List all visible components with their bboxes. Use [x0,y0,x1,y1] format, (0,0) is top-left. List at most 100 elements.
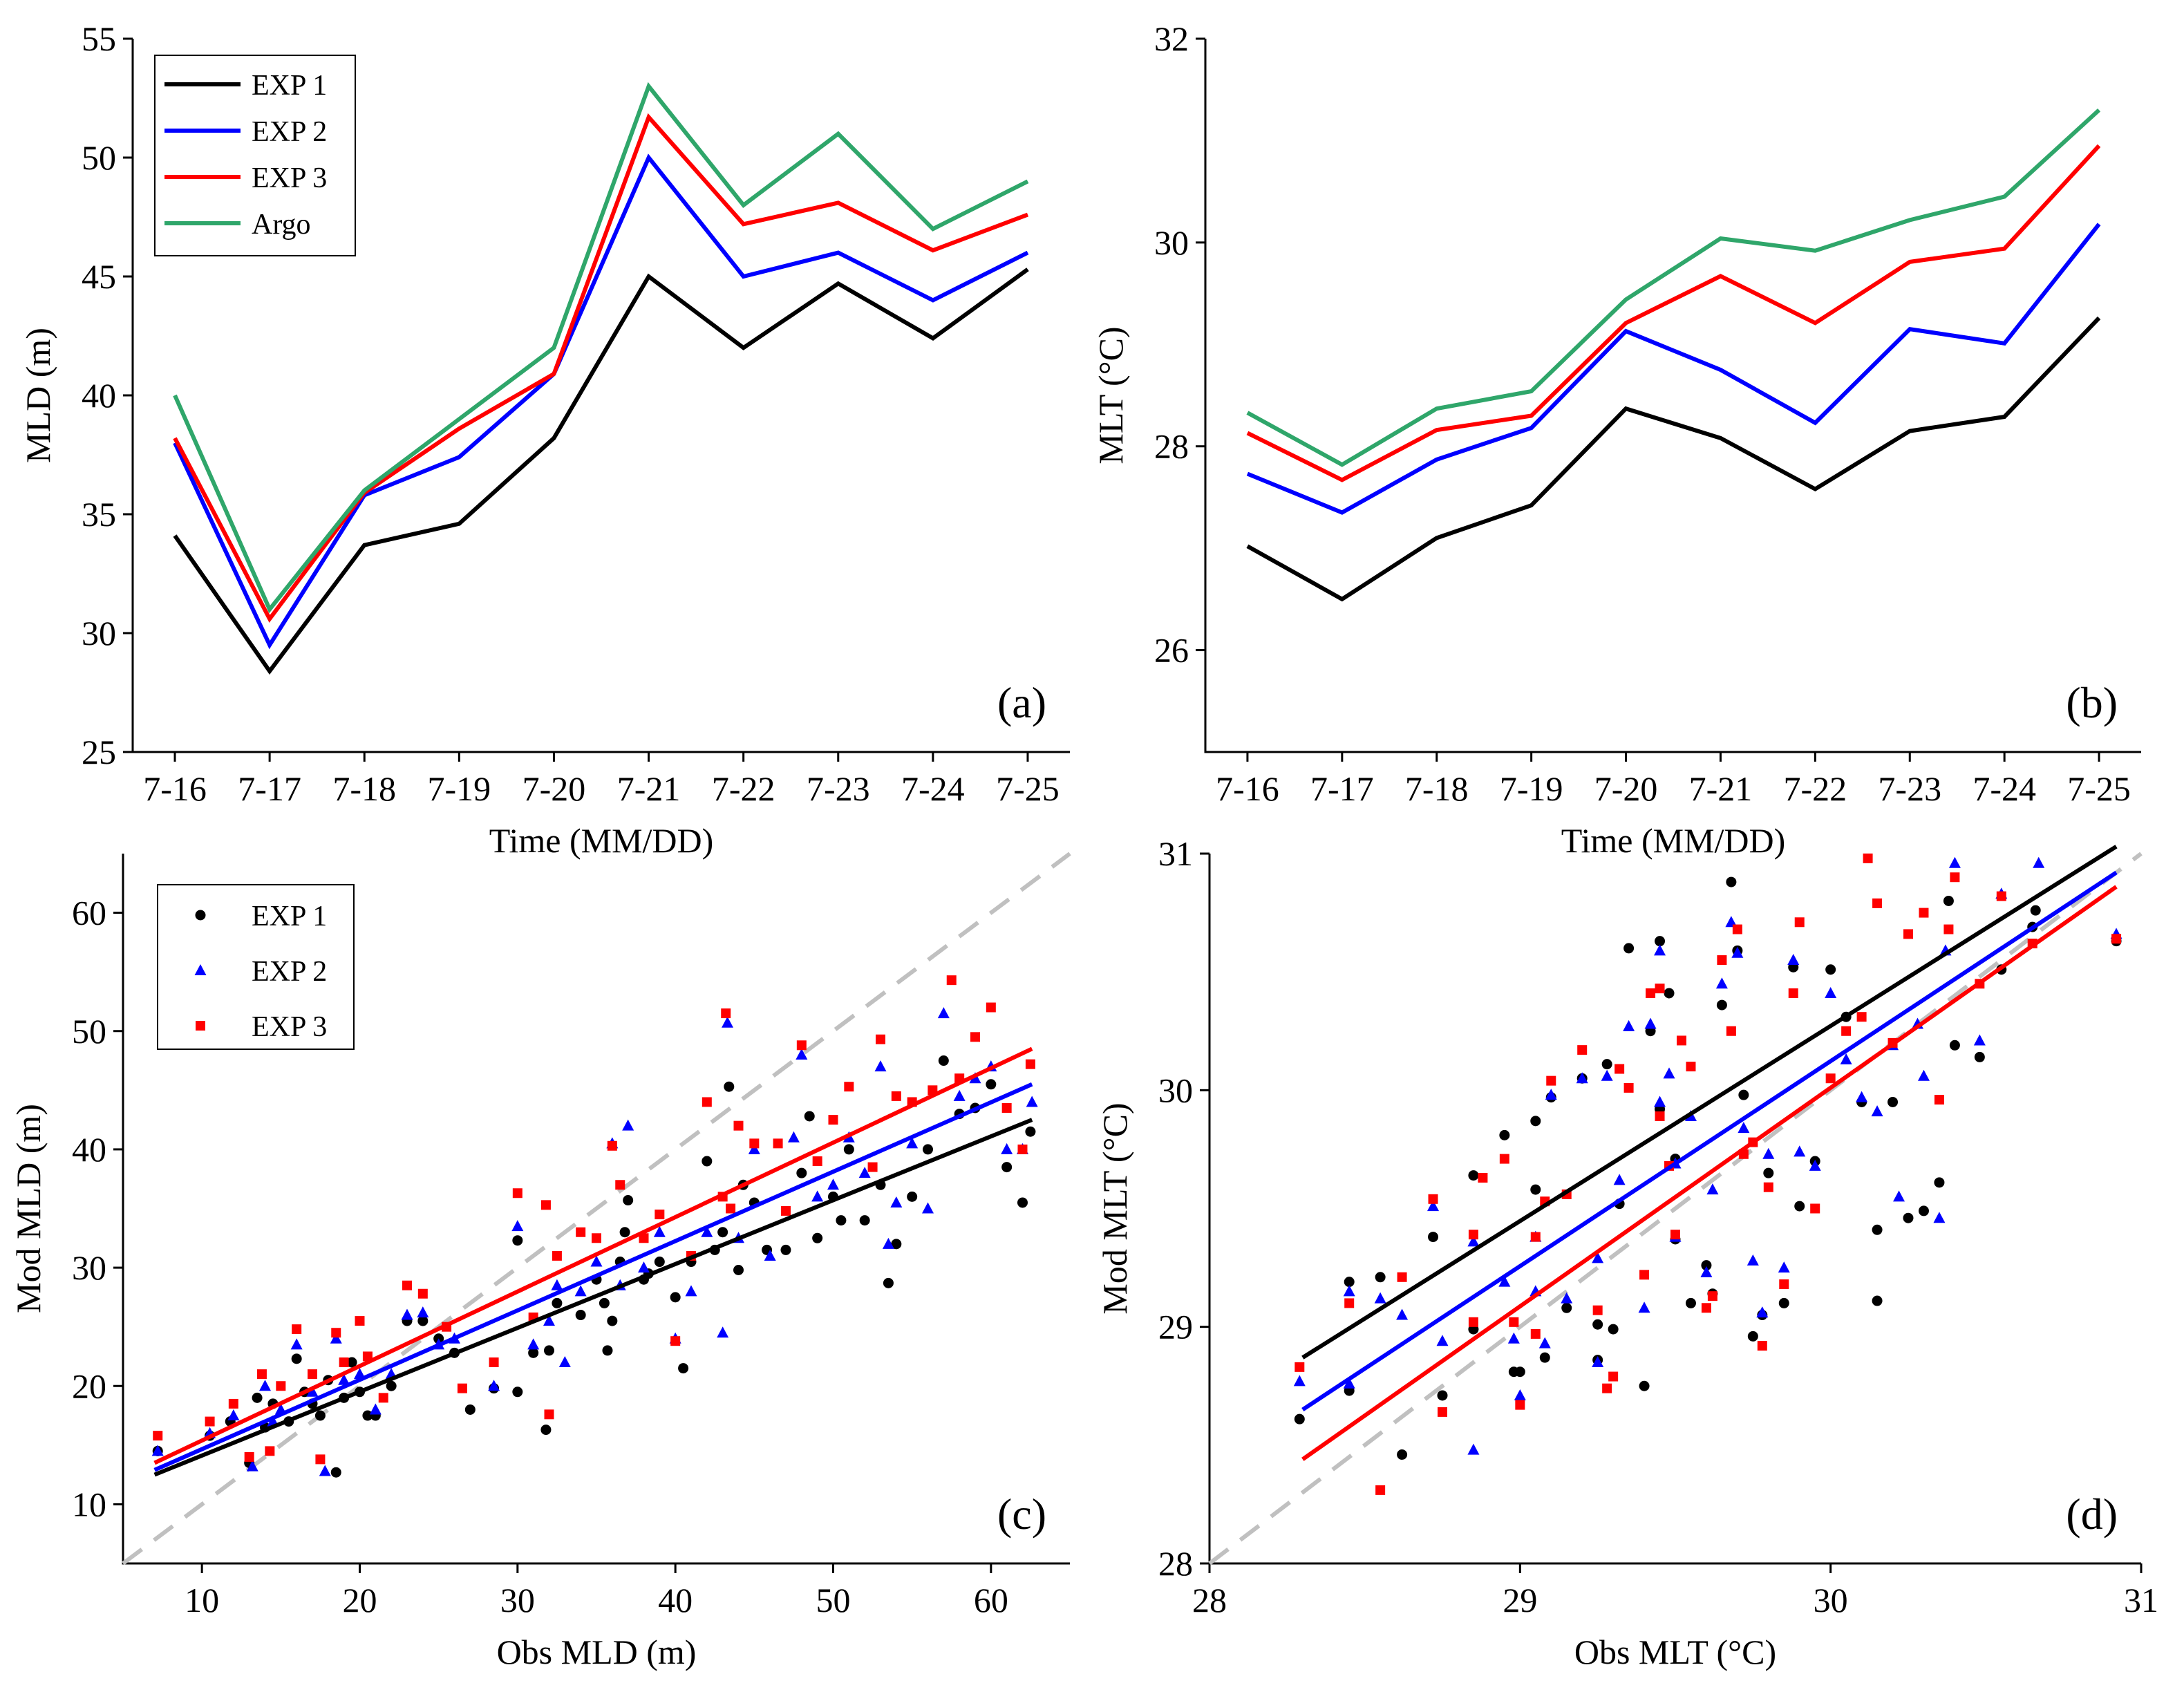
identity-line [122,852,1071,1566]
point-exp-1 [1888,1096,1899,1107]
axes-frame [1204,39,2141,753]
point-exp-2 [1762,1147,1775,1159]
point-exp-2 [1787,954,1800,966]
x-tick-label: 7-19 [1500,769,1563,808]
y-tick-label: 29 [1158,1308,1193,1346]
point-exp-3 [1623,1082,1634,1093]
point-exp-2 [1592,1252,1604,1263]
point-exp-2 [1809,1159,1821,1171]
point-exp-2 [764,1249,776,1261]
point-exp-3 [986,1002,996,1013]
x-tick-label: 7-25 [996,769,1060,808]
point-exp-1 [804,1111,815,1122]
point-exp-1 [780,1244,791,1255]
point-exp-2 [319,1465,331,1476]
point-exp-2 [1467,1443,1480,1455]
point-exp-2 [1592,1356,1604,1368]
point-exp-3 [721,1008,731,1019]
y-tick-label: 30 [1158,1071,1193,1109]
point-exp-1 [1499,1129,1510,1140]
point-exp-3 [265,1446,275,1456]
point-exp-2 [290,1338,303,1350]
point-exp-2 [1507,1332,1520,1344]
point-exp-2 [1545,1089,1557,1100]
point-exp-3 [205,1416,215,1427]
point-exp-2 [1613,1174,1626,1185]
y-axis-label: Mod MLD (m) [9,1104,48,1313]
legend-label: EXP 2 [252,116,327,148]
point-exp-1 [702,1156,713,1167]
point-exp-3 [828,1115,838,1125]
point-exp-3 [615,1180,625,1190]
point-exp-2 [417,1306,429,1318]
x-tick-label: 7-17 [1310,769,1374,808]
point-exp-2 [1514,1389,1526,1400]
point-exp-3 [1295,1362,1305,1372]
point-exp-3 [1810,1203,1820,1214]
point-exp-3 [781,1205,791,1216]
point-exp-2 [151,1445,164,1456]
point-exp-3 [1934,1095,1944,1105]
point-exp-3 [1375,1485,1386,1495]
series-line-exp-1 [173,267,1029,675]
point-exp-3 [1478,1172,1488,1183]
point-exp-1 [1685,1297,1696,1308]
point-exp-2 [511,1220,524,1232]
point-exp-1 [1530,1116,1541,1127]
point-exp-1 [843,1144,854,1155]
point-exp-2 [1725,916,1738,928]
point-exp-2 [1973,1034,1986,1046]
point-exp-2 [574,1285,587,1297]
point-exp-3 [1825,1073,1836,1084]
x-tick-label: 7-16 [1216,769,1279,808]
y-axis-label: Mod MLT (°C) [1095,1102,1134,1314]
point-exp-1 [1344,1277,1355,1288]
y-tick-label: 35 [82,495,116,534]
point-exp-3 [844,1082,854,1092]
point-exp-2 [227,1409,240,1421]
fit-line-exp-1 [153,1118,1033,1477]
point-exp-1 [1726,876,1737,887]
point-exp-3 [1872,898,1883,908]
point-exp-2 [1026,1096,1038,1107]
x-tick-label: 7-22 [712,769,775,808]
point-exp-3 [1344,1298,1355,1308]
y-tick-label: 60 [72,894,106,932]
point-exp-3 [670,1336,681,1346]
legend-swatch [195,910,206,921]
panel-b: 26 28 30 32 7-16 7-17 7-18 7-19 7-20 7-21 7-22 7-23… [1091,19,2141,860]
point-exp-3 [1608,1371,1619,1382]
point-exp-1 [291,1353,302,1364]
x-tick-label: 7-20 [1594,769,1658,808]
point-exp-1 [678,1363,689,1374]
point-exp-2 [1756,1306,1769,1318]
point-exp-2 [622,1119,634,1131]
point-exp-2 [1001,1143,1013,1154]
point-exp-1 [1943,895,1954,906]
point-exp-2 [858,1167,871,1178]
point-exp-1 [1747,1331,1758,1342]
point-exp-2 [1893,1190,1905,1202]
point-exp-1 [938,1055,949,1066]
point-exp-2 [1825,986,1837,998]
series-line-exp-3 [1246,144,2101,482]
point-exp-2 [1948,856,1961,868]
point-exp-1 [1428,1232,1439,1243]
point-exp-1 [330,1467,341,1478]
point-exp-1 [724,1081,735,1092]
series-line-argo [173,82,1029,614]
point-exp-2 [1794,1145,1806,1157]
point-exp-1 [883,1277,894,1288]
legend-swatch [194,964,207,975]
panel-d: 28 29 30 31 28 29 30 31 Obs MLT (°C) Mod MLT (°C)… [1095,834,2158,1671]
point-exp-3 [1863,853,1873,863]
point-exp-1 [812,1232,823,1243]
point-exp-3 [639,1233,649,1243]
point-exp-3 [540,1200,551,1210]
x-tick-label: 20 [343,1581,377,1619]
point-exp-2 [338,1373,350,1385]
point-exp-1 [607,1315,618,1326]
point-exp-2 [1738,1122,1750,1134]
point-exp-1 [1872,1295,1883,1306]
point-exp-3 [876,1034,885,1044]
